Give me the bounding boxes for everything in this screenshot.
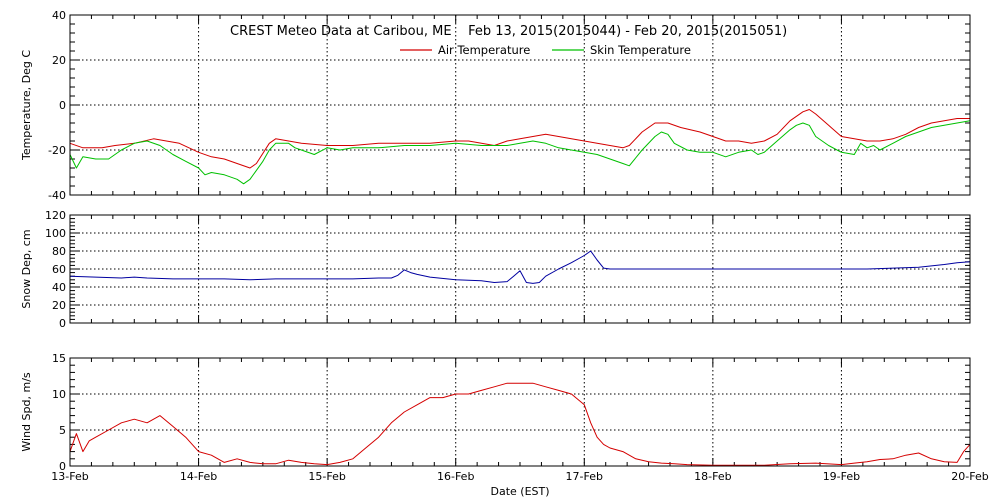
x-tick-label: 19-Feb <box>823 470 860 483</box>
snow-depth-y-tick-label: 60 <box>52 263 66 276</box>
wind-speed-y-axis-title: Wind Spd, m/s <box>20 372 33 452</box>
temperature-y-axis-title: Temperature, Deg C <box>20 50 33 161</box>
snow-depth-y-tick-label: 80 <box>52 245 66 258</box>
wind-speed-y-tick-label: 15 <box>52 352 66 365</box>
snow-depth-y-tick-label: 120 <box>45 209 66 222</box>
snow-depth-line <box>69 250 971 284</box>
wind-speed-frame <box>69 357 971 467</box>
snow-depth-y-tick-label: 0 <box>59 317 66 330</box>
air-temperature-line <box>69 109 970 169</box>
wind-speed-y-tick-label: 0 <box>59 460 66 473</box>
x-tick-label: 16-Feb <box>437 470 474 483</box>
snow-depth-y-tick-label: 40 <box>52 281 66 294</box>
x-tick-label: 20-Feb <box>951 470 988 483</box>
chart-panels: -40 -20 0 20 40 Temperature, Deg C 0 20 40 60 80 10… <box>20 9 989 483</box>
x-tick-label: 13-Feb <box>51 470 88 483</box>
snow-depth-frame <box>69 214 971 324</box>
wind-speed-y-tick-label: 5 <box>59 424 66 437</box>
snow-depth-panel: 0 20 40 60 80 100 120 Snow Dep, cm <box>20 209 971 330</box>
temperature-y-tick-label: 0 <box>59 99 66 112</box>
skin-temperature-line <box>69 120 971 185</box>
snow-depth-y-tick-label: 20 <box>52 299 66 312</box>
wind-speed-line <box>69 382 971 466</box>
wind-speed-y-tick-label: 10 <box>52 388 66 401</box>
x-tick-label: 15-Feb <box>308 470 345 483</box>
x-tick-label: 17-Feb <box>566 470 603 483</box>
temperature-y-tick-label: -20 <box>48 144 66 157</box>
wind-speed-panel: 0 5 10 15 Wind Spd, m/s <box>20 352 971 473</box>
temperature-y-tick-label: -40 <box>48 189 66 202</box>
temperature-frame <box>69 14 971 196</box>
x-tick-label: 14-Feb <box>180 470 217 483</box>
legend-label-air: Air Temperature <box>438 43 530 57</box>
temperature-panel: -40 -20 0 20 40 Temperature, Deg C <box>20 9 971 202</box>
temperature-y-tick-label: 40 <box>52 9 66 22</box>
chart-title: CREST Meteo Data at Caribou, ME Feb 13, … <box>230 24 787 39</box>
snow-depth-y-axis-title: Snow Dep, cm <box>20 229 33 308</box>
legend-label-skin: Skin Temperature <box>590 43 691 57</box>
x-axis-title: Date (EST) <box>490 485 549 498</box>
temperature-y-tick-label: 20 <box>52 54 66 67</box>
x-tick-label: 18-Feb <box>694 470 731 483</box>
legend: Air Temperature Skin Temperature <box>400 43 691 57</box>
snow-depth-y-tick-label: 100 <box>45 227 66 240</box>
